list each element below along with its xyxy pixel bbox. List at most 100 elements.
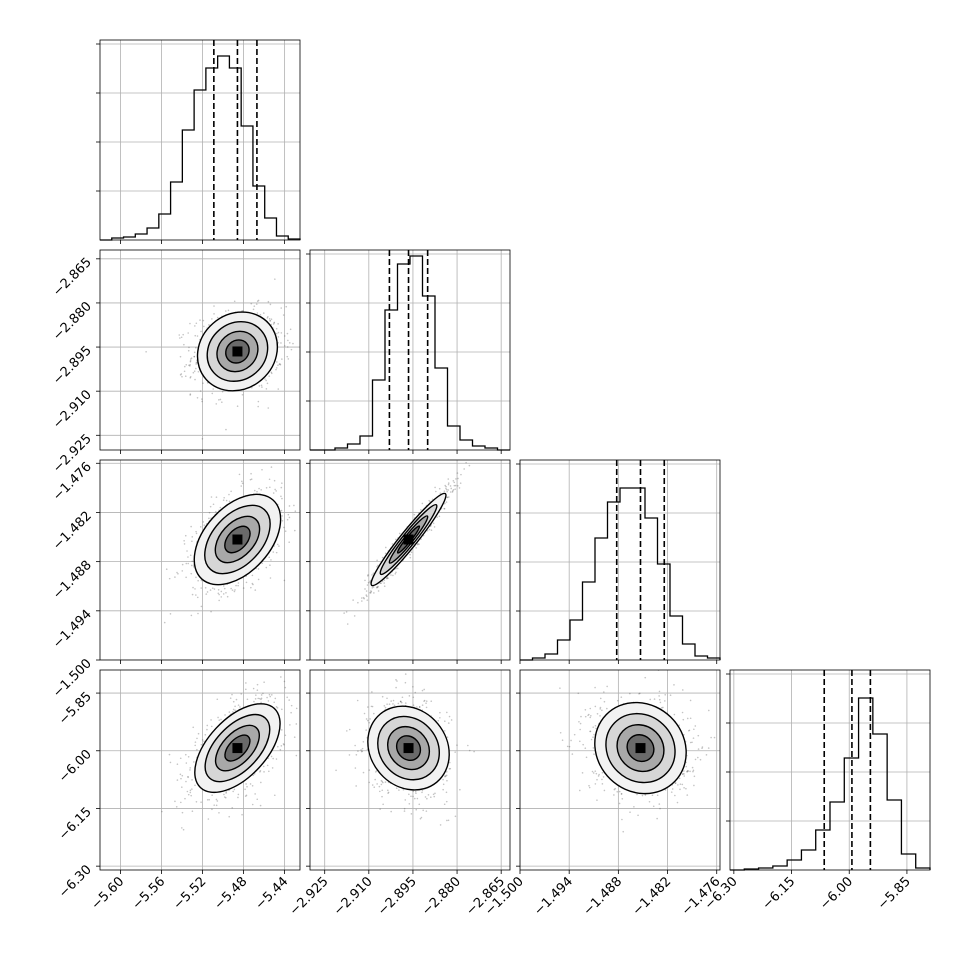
sample-point	[420, 816, 423, 819]
contour-0	[225, 339, 250, 364]
sample-point	[180, 336, 183, 339]
sample-point	[443, 730, 446, 732]
sample-point	[186, 550, 188, 552]
sample-point	[197, 579, 199, 582]
sample-point	[412, 795, 414, 798]
sample-point	[443, 490, 446, 492]
sample-point	[273, 321, 276, 324]
sample-point	[219, 398, 222, 401]
sample-point	[391, 543, 394, 545]
sample-point	[201, 398, 203, 400]
sample-point	[254, 589, 257, 591]
sample-point	[362, 740, 365, 743]
sample-point	[454, 815, 457, 818]
sample-point	[209, 505, 212, 508]
sample-point	[190, 525, 192, 528]
sample-point	[694, 725, 697, 727]
sample-point	[210, 610, 212, 613]
sample-point	[396, 567, 399, 570]
sample-point	[275, 758, 278, 760]
sample-point	[421, 704, 424, 706]
sample-point	[395, 686, 397, 689]
sample-point	[250, 586, 252, 589]
sample-point	[376, 565, 378, 568]
sample-point	[450, 719, 453, 721]
sample-point	[194, 784, 196, 787]
sample-point	[192, 761, 195, 763]
sample-point	[275, 490, 277, 492]
sample-point	[256, 312, 259, 314]
sample-point	[459, 788, 461, 791]
sample-point	[430, 796, 432, 799]
panel-frame	[309, 669, 511, 871]
sample-point	[283, 680, 286, 683]
sample-point	[262, 312, 265, 314]
contour-1	[216, 330, 259, 373]
sample-point	[179, 337, 181, 339]
sample-point	[361, 747, 364, 750]
sample-point	[367, 574, 369, 576]
sample-point	[233, 300, 236, 303]
sample-point	[236, 405, 239, 408]
sample-point	[228, 815, 231, 818]
sample-point	[288, 342, 291, 344]
sample-point	[225, 791, 228, 793]
sample-point	[393, 704, 396, 707]
sample-point	[179, 355, 182, 358]
sample-point	[270, 466, 273, 468]
sample-point	[303, 347, 305, 349]
sample-point	[689, 741, 692, 744]
sample-point	[395, 567, 397, 570]
sample-point	[224, 714, 226, 716]
sample-point	[174, 576, 176, 578]
sample-point	[384, 706, 387, 709]
sample-point	[387, 577, 389, 579]
sample-point	[188, 346, 190, 349]
sample-point	[210, 719, 212, 721]
sample-point	[203, 740, 205, 743]
sample-point	[454, 484, 457, 487]
sample-point	[181, 811, 184, 814]
scatter-panel-3-1	[306, 669, 511, 874]
sample-point	[210, 496, 213, 498]
sample-point	[599, 697, 602, 700]
sample-point	[692, 770, 694, 773]
sample-point	[220, 596, 223, 598]
sample-point	[345, 611, 348, 613]
sample-point	[420, 509, 422, 511]
sample-point	[447, 478, 450, 480]
sample-point	[266, 382, 269, 385]
sample-point	[278, 545, 280, 547]
sample-point	[584, 715, 587, 718]
sample-point	[444, 484, 447, 487]
sample-point	[206, 798, 209, 801]
sample-point	[395, 787, 398, 789]
histogram-panel-0	[96, 39, 301, 244]
sample-point	[421, 789, 424, 792]
sample-point	[181, 774, 184, 777]
sample-point	[480, 437, 482, 439]
sample-point	[369, 580, 371, 583]
sample-point	[190, 564, 193, 567]
contour-0	[395, 735, 422, 762]
sample-point	[189, 322, 191, 325]
sample-point	[683, 773, 685, 775]
sample-point	[257, 568, 260, 570]
sample-point	[273, 794, 276, 797]
sample-point	[426, 529, 429, 532]
sample-point	[396, 680, 398, 682]
sample-point	[432, 522, 435, 525]
sample-point	[180, 827, 183, 829]
sample-point	[273, 701, 275, 704]
sample-point	[191, 810, 194, 812]
sample-point	[473, 750, 475, 753]
panel-frame	[99, 669, 301, 871]
sample-point	[288, 516, 291, 519]
contour-3	[193, 493, 282, 586]
sample-point	[457, 477, 459, 480]
sample-point	[269, 303, 272, 306]
sample-point	[443, 507, 446, 510]
sample-point	[381, 580, 384, 583]
sample-point	[169, 761, 172, 764]
sample-point	[246, 785, 248, 788]
